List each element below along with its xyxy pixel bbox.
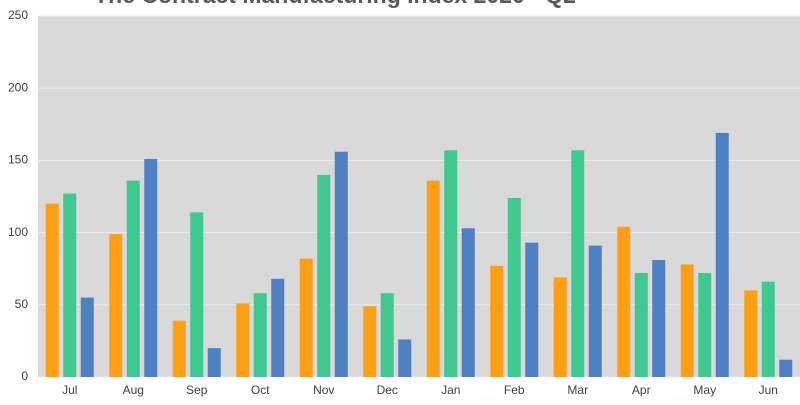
bar — [363, 306, 377, 377]
x-tick-label: Aug — [123, 383, 144, 397]
x-tick-label: Feb — [504, 383, 525, 397]
bar — [317, 174, 331, 377]
y-tick-label: 150 — [8, 153, 28, 167]
bar — [444, 150, 458, 377]
bar — [236, 303, 250, 377]
bar — [553, 277, 567, 377]
x-tick-label: Oct — [251, 383, 270, 397]
y-tick-label: 250 — [8, 8, 28, 22]
bar — [398, 339, 412, 377]
bar — [461, 228, 475, 377]
bar — [779, 359, 793, 377]
bar — [45, 203, 59, 377]
bar — [299, 258, 313, 377]
y-tick-label: 0 — [21, 369, 28, 383]
bar — [680, 264, 694, 377]
x-tick-label: Apr — [632, 383, 651, 397]
bar — [652, 260, 666, 377]
y-tick-label: 200 — [8, 80, 28, 94]
bar — [634, 273, 648, 377]
bar — [380, 293, 394, 377]
bar — [109, 234, 123, 377]
bar — [126, 180, 140, 377]
bar — [617, 226, 631, 377]
y-tick-label: 50 — [15, 297, 29, 311]
y-tick-label: 100 — [8, 225, 28, 239]
x-tick-label: Mar — [567, 383, 588, 397]
x-tick-label: Nov — [313, 383, 334, 397]
x-tick-label: Sep — [186, 383, 208, 397]
bar — [253, 293, 267, 377]
plot-area — [38, 16, 800, 377]
bar — [271, 278, 285, 377]
bar — [490, 265, 504, 377]
bar — [744, 290, 758, 377]
bar — [761, 281, 775, 377]
x-tick-label: Jun — [759, 383, 778, 397]
bar — [426, 180, 440, 377]
bar — [698, 273, 712, 377]
x-tick-label: Dec — [377, 383, 398, 397]
bar — [571, 150, 585, 377]
bar — [334, 151, 348, 377]
chart-title: The Contract Manufacturing Index 2020 - … — [94, 0, 576, 8]
x-tick-label: May — [693, 383, 716, 397]
bar — [144, 158, 158, 377]
bar — [525, 242, 539, 377]
bar — [588, 245, 602, 377]
x-tick-label: Jul — [62, 383, 77, 397]
bar — [80, 297, 94, 377]
bar — [207, 348, 221, 377]
bar — [715, 132, 729, 377]
bar — [172, 320, 186, 377]
bar — [190, 212, 204, 377]
bar — [63, 193, 77, 377]
x-tick-label: Jan — [441, 383, 460, 397]
bar — [507, 197, 521, 377]
